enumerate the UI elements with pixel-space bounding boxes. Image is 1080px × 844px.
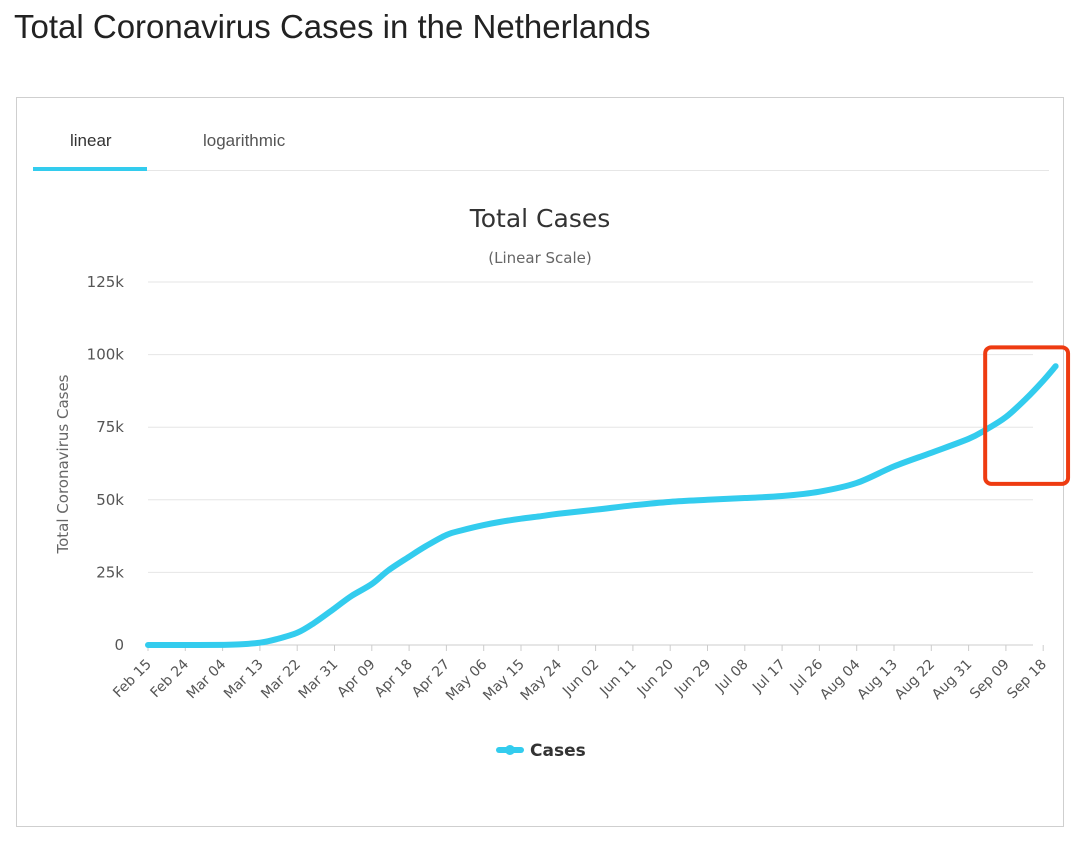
legend-cases-label: Cases — [530, 741, 586, 761]
scale-tabs: linear logarithmic — [33, 98, 1049, 171]
x-tick-label: Jun 20 — [634, 657, 677, 700]
x-tick-label: Jun 02 — [559, 657, 602, 700]
x-tick-label: Aug 22 — [892, 657, 938, 703]
y-tick-label: 50k — [96, 491, 124, 509]
legend-cases-marker — [505, 745, 515, 755]
chart-subtitle: (Linear Scale) — [488, 249, 591, 267]
y-tick-label: 25k — [96, 563, 124, 581]
x-tick-label: Apr 09 — [334, 657, 378, 701]
x-tick-label: Aug 31 — [929, 657, 975, 703]
y-axis-ticks: 0 25k 50k 75k 100k 125k — [87, 273, 125, 654]
y-tick-label: 0 — [114, 636, 124, 654]
x-tick-label: Mar 31 — [296, 657, 342, 703]
y-tick-label: 75k — [96, 418, 124, 436]
active-tab-indicator — [33, 167, 147, 171]
x-tick-label: Sep 18 — [1004, 657, 1050, 703]
x-tick-label: Jul 08 — [712, 657, 752, 697]
x-tick-label: Mar 13 — [221, 657, 267, 703]
highlight-box — [983, 345, 1071, 486]
x-tick-label: Aug 13 — [854, 657, 900, 703]
x-tick-label: Sep 09 — [967, 657, 1013, 703]
x-tick-label: Jun 29 — [671, 657, 714, 700]
y-tick-label: 125k — [87, 273, 125, 291]
x-tick-label: Aug 04 — [817, 656, 863, 702]
x-tick-label: Feb 24 — [148, 656, 193, 701]
x-tick-label: Jul 17 — [749, 657, 789, 697]
chart-panel: linear logarithmic — [16, 97, 1064, 827]
tab-linear[interactable]: linear — [70, 131, 112, 150]
x-tick-label: Feb 15 — [110, 657, 155, 702]
x-tick-label: Mar 04 — [184, 656, 230, 702]
x-tick-label: Apr 18 — [372, 657, 416, 701]
tab-logarithmic[interactable]: logarithmic — [203, 131, 286, 150]
legend[interactable]: Cases — [496, 741, 586, 761]
x-tick-label: May 24 — [518, 656, 566, 704]
grid-lines — [148, 281, 1033, 646]
x-tick-label: Mar 22 — [258, 657, 304, 703]
y-axis-label: Total Coronavirus Cases — [54, 374, 72, 554]
x-tick-label: Jun 11 — [596, 657, 639, 700]
page-title: Total Coronavirus Cases in the Netherlan… — [14, 8, 651, 45]
chart-title: Total Cases — [469, 204, 611, 233]
cases-series-line — [145, 363, 1059, 649]
y-tick-label: 100k — [87, 346, 125, 364]
